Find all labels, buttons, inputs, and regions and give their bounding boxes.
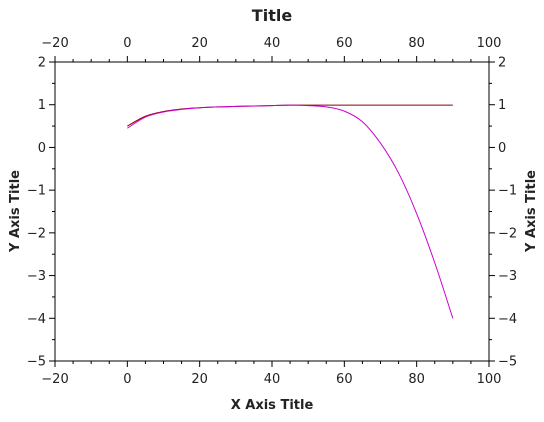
plot-frame <box>55 62 489 361</box>
y-tick-label-right: 2 <box>498 56 506 71</box>
x-tick-label-bottom: 60 <box>336 372 353 387</box>
y-tick-label-left: −4 <box>27 312 46 327</box>
y-tick-label-left: −2 <box>27 226 46 241</box>
y-tick-label-left: −3 <box>27 269 46 284</box>
y-tick-label-left: 1 <box>38 98 46 113</box>
y-tick-label-right: −5 <box>498 355 517 370</box>
y-tick-label-left: −1 <box>27 184 46 199</box>
x-tick-label-top: 80 <box>408 36 425 51</box>
y-tick-label-right: 1 <box>498 98 506 113</box>
y-tick-label-right: −4 <box>498 312 517 327</box>
x-tick-label-top: 20 <box>191 36 208 51</box>
x-tick-label-bottom: 100 <box>477 372 502 387</box>
y-axis-title-left: Y Axis Title <box>8 170 23 253</box>
axis-ticks <box>49 56 495 367</box>
y-tick-label-left: 2 <box>38 56 46 71</box>
x-tick-label-top: 60 <box>336 36 353 51</box>
x-tick-label-top: −20 <box>41 36 68 51</box>
x-tick-label-top: 100 <box>477 36 502 51</box>
series-lines <box>127 105 453 318</box>
x-tick-label-bottom: −20 <box>41 372 68 387</box>
y-tick-label-right: −2 <box>498 226 517 241</box>
x-tick-label-top: 0 <box>123 36 131 51</box>
x-tick-label-bottom: 40 <box>264 372 281 387</box>
y-tick-label-right: 0 <box>498 141 506 156</box>
y-tick-label-left: −5 <box>27 355 46 370</box>
x-tick-label-bottom: 80 <box>408 372 425 387</box>
series-line-1 <box>127 105 453 126</box>
x-tick-label-bottom: 0 <box>123 372 131 387</box>
y-tick-label-right: −1 <box>498 184 517 199</box>
y-tick-label-left: 0 <box>38 141 46 156</box>
y-axis-title-right: Y Axis Title <box>524 170 539 253</box>
series-line-2 <box>127 105 453 318</box>
x-tick-label-bottom: 20 <box>191 372 208 387</box>
x-tick-label-top: 40 <box>264 36 281 51</box>
chart-title: Title <box>252 6 293 25</box>
y-tick-label-right: −3 <box>498 269 517 284</box>
x-axis-title: X Axis Title <box>231 398 314 413</box>
